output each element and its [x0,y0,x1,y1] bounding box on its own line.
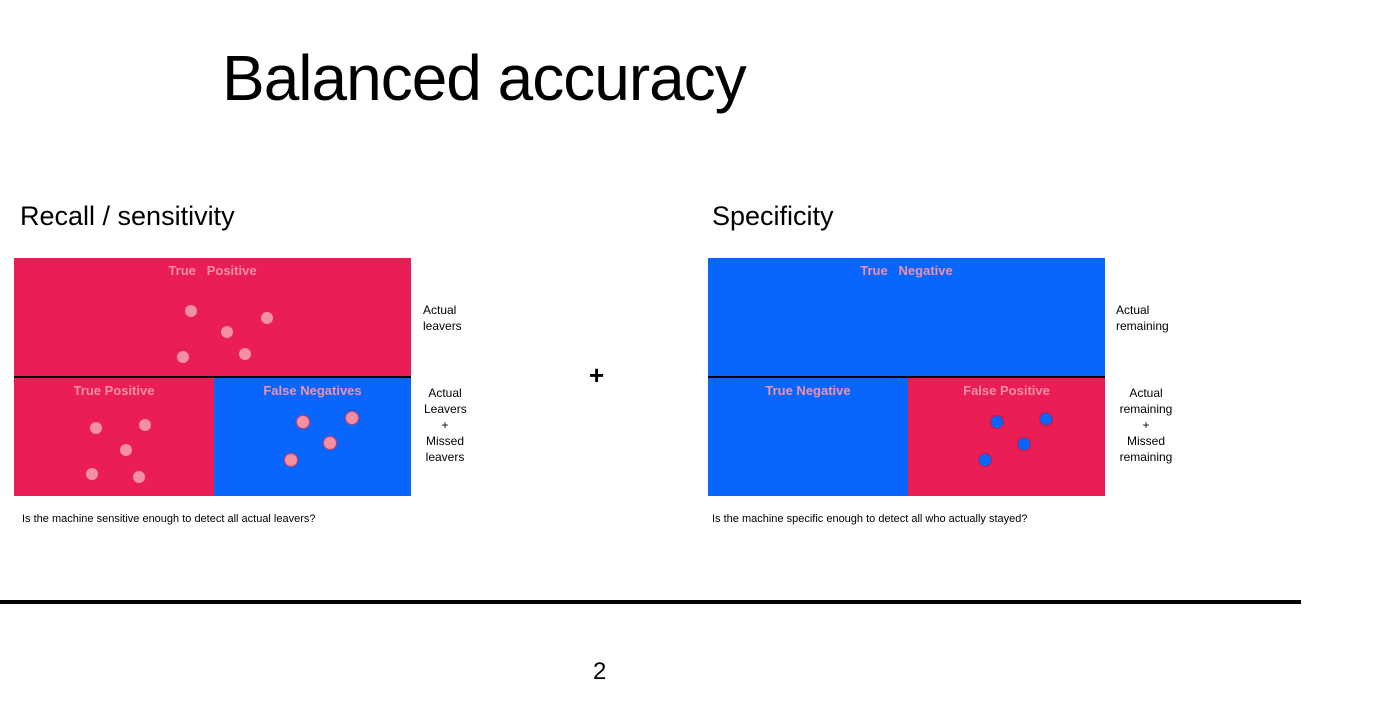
specificity-true-negative-block: True Negative [708,378,908,496]
recall-false-negatives-block: False Negatives [214,378,411,496]
specificity-question: Is the machine specific enough to detect… [712,513,1028,525]
data-point [979,454,991,466]
recall-top-note: Actual leavers [423,303,462,333]
plus-operator: + [589,360,605,390]
data-point [285,454,297,466]
data-point [133,471,145,483]
data-point [120,444,132,456]
specificity-bottom-note: Actual remaining + Missed remaining [1119,386,1173,464]
data-point [239,348,251,360]
recall-heading: Recall / sensitivity [20,201,235,231]
specificity-top-label: True Negative [860,263,953,278]
data-point [1018,438,1030,450]
data-point [1040,413,1052,425]
slide-title: Balanced accuracy [222,42,747,114]
data-point [324,437,336,449]
specificity-top-note: Actual remaining [1116,303,1169,333]
recall-bottom-right-label: False Negatives [263,383,362,398]
specificity-bottom-right-label: False Positive [963,383,1050,398]
recall-divider [14,376,411,378]
data-point [297,416,309,428]
data-point [86,468,98,480]
data-point [177,351,189,363]
specificity-heading: Specificity [712,201,834,231]
specificity-divider [708,376,1105,378]
data-point [139,419,151,431]
data-point [261,312,273,324]
specificity-bottom-left-label: True Negative [765,383,851,398]
horizontal-rule [0,600,1301,604]
data-point [221,326,233,338]
specificity-diagram: True Negative True Negative False Positi… [708,258,1105,496]
recall-diagram: True Positive True Positive False Negati… [14,258,411,496]
recall-question: Is the machine sensitive enough to detec… [22,513,316,525]
data-point [185,305,197,317]
data-point [346,412,358,424]
specificity-false-positive-block: False Positive [908,378,1105,496]
recall-bottom-left-label: True Positive [73,383,155,398]
specificity-true-negative-top-block: True Negative [708,258,1105,376]
recall-true-positive-top-block: True Positive [14,258,411,376]
recall-top-label: True Positive [168,263,257,278]
data-point [90,422,102,434]
data-point [991,416,1003,428]
page-number: 2 [593,658,607,685]
recall-true-positive-block: True Positive [14,378,214,496]
recall-bottom-note: Actual Leavers + Missed leavers [424,386,467,464]
